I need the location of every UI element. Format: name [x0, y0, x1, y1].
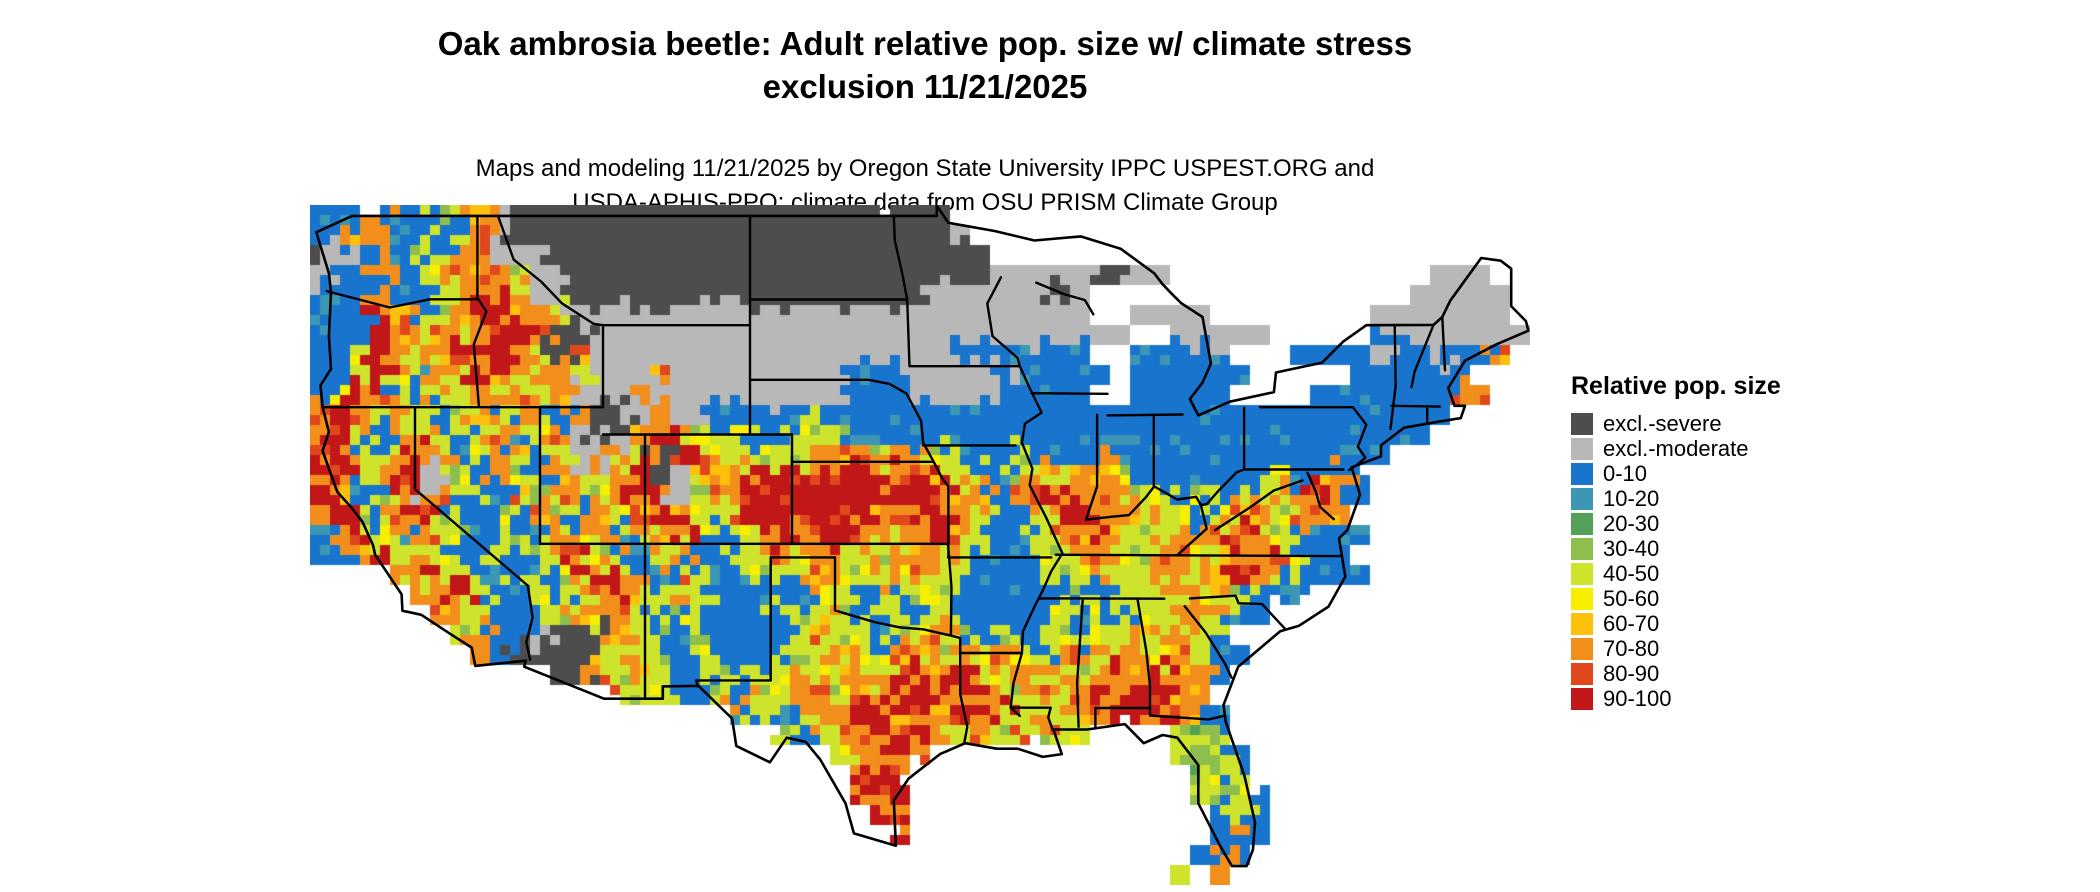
legend-item: 40-50: [1571, 561, 1781, 586]
legend-swatch: [1571, 462, 1593, 485]
legend-label: 0-10: [1603, 460, 1648, 486]
legend-swatch: [1571, 612, 1593, 635]
map-title-line2: exclusion 11/21/2025: [762, 68, 1088, 105]
legend-item: 90-100: [1571, 686, 1781, 711]
legend-label: excl.-moderate: [1603, 435, 1749, 461]
legend-swatch: [1571, 437, 1593, 460]
legend-item: 0-10: [1571, 461, 1781, 486]
legend-label: 90-100: [1603, 685, 1672, 711]
legend-swatch: [1571, 562, 1593, 585]
legend-item: excl.-moderate: [1571, 436, 1781, 461]
legend-swatch: [1571, 637, 1593, 660]
legend-swatch: [1571, 687, 1593, 710]
map-subtitle-line1: Maps and modeling 11/21/2025 by Oregon S…: [475, 155, 1375, 182]
legend-item: 10-20: [1571, 486, 1781, 511]
legend-label: 20-30: [1603, 510, 1660, 536]
map-title: Oak ambrosia beetle: Adult relative pop.…: [0, 22, 1850, 108]
us-map-raster: [310, 205, 1530, 885]
legend-title: Relative pop. size: [1571, 372, 1781, 400]
legend-swatch: [1571, 512, 1593, 535]
legend-item: 20-30: [1571, 511, 1781, 536]
legend-swatch: [1571, 587, 1593, 610]
legend-label: 80-90: [1603, 660, 1660, 686]
legend-label: excl.-severe: [1603, 410, 1722, 436]
legend-label: 40-50: [1603, 560, 1660, 586]
legend-swatch: [1571, 662, 1593, 685]
legend-label: 70-80: [1603, 635, 1660, 661]
legend-item: 60-70: [1571, 611, 1781, 636]
legend-item: 80-90: [1571, 661, 1781, 686]
legend-label: 10-20: [1603, 485, 1660, 511]
legend-swatch: [1571, 537, 1593, 560]
legend-swatch: [1571, 412, 1593, 435]
map-title-line1: Oak ambrosia beetle: Adult relative pop.…: [437, 25, 1413, 62]
map-subtitle: Maps and modeling 11/21/2025 by Oregon S…: [0, 152, 1850, 220]
legend-swatch: [1571, 487, 1593, 510]
legend-item: excl.-severe: [1571, 411, 1781, 436]
legend: Relative pop. size excl.-severe excl.-mod…: [1571, 372, 1781, 711]
legend-label: 60-70: [1603, 610, 1660, 636]
legend-item: 30-40: [1571, 536, 1781, 561]
legend-item: 50-60: [1571, 586, 1781, 611]
legend-items: excl.-severe excl.-moderate 0-10 10-20 20-30…: [1571, 411, 1781, 711]
legend-item: 70-80: [1571, 636, 1781, 661]
legend-label: 50-60: [1603, 585, 1660, 611]
legend-label: 30-40: [1603, 535, 1660, 561]
